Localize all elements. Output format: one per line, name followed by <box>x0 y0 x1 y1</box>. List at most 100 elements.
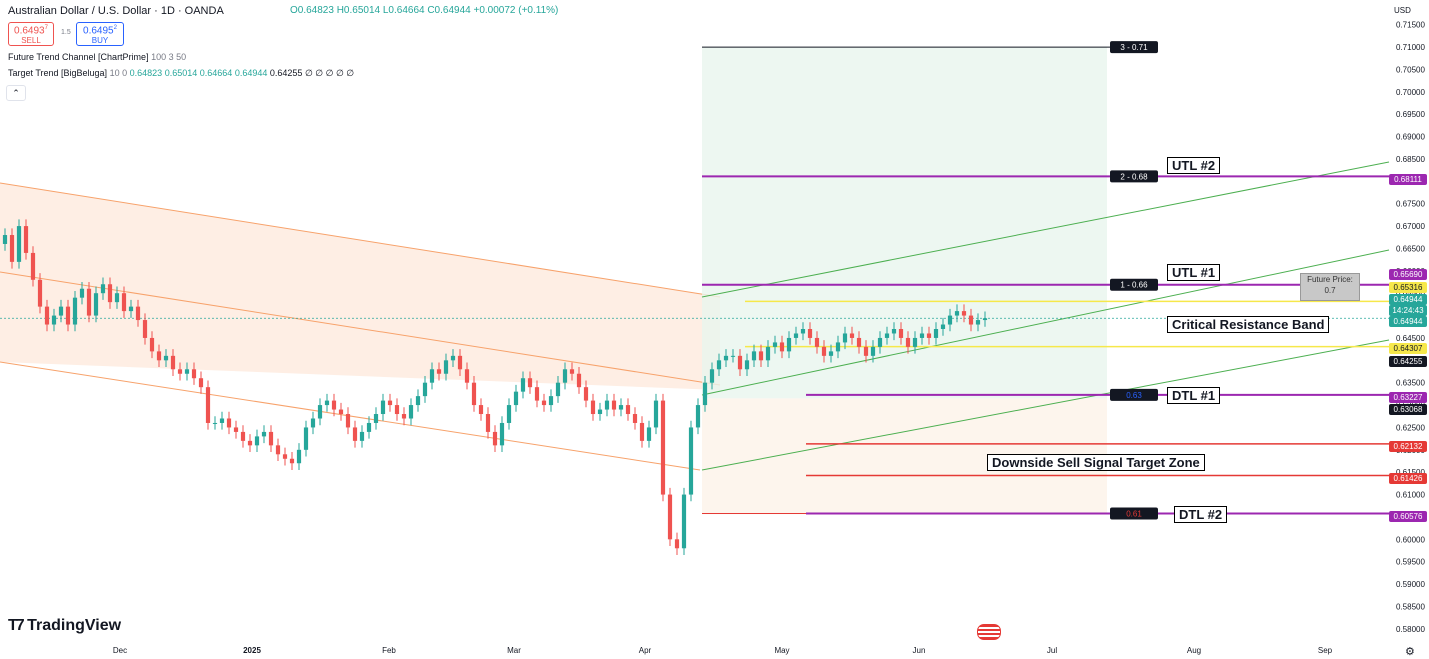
price-tag-bg <box>1389 316 1427 327</box>
x-tick-label: 2025 <box>243 646 261 655</box>
candle-body <box>744 360 750 370</box>
candle-body <box>289 458 295 464</box>
candle-body <box>149 337 155 352</box>
candle-body <box>534 387 540 401</box>
y-tick-label: 0.59000 <box>1396 580 1425 589</box>
brand-text: TradingView <box>27 617 122 634</box>
candle-body <box>751 351 757 361</box>
candle-body <box>142 320 148 338</box>
price-tag: 0.60576 <box>1394 512 1423 521</box>
candle-body <box>541 400 547 406</box>
candle-body <box>380 400 386 415</box>
dtl1-label: DTL #1 <box>1167 387 1221 404</box>
candle-body <box>667 494 673 540</box>
target-1-pill-bg <box>1110 278 1158 291</box>
x-tick-label: Apr <box>639 646 652 655</box>
y-tick-label: 0.68500 <box>1396 155 1425 164</box>
candle-body <box>555 382 561 397</box>
candle-body <box>926 333 932 338</box>
chevron-up-icon: ⌃ <box>12 88 20 98</box>
y-tick-label: 0.67000 <box>1396 222 1425 231</box>
price-tag: 14:24:43 <box>1392 306 1424 315</box>
candle-body <box>58 306 64 316</box>
price-tag: 0.64255 <box>1394 357 1423 366</box>
candle-body <box>716 360 722 370</box>
candle-body <box>961 311 967 316</box>
up-channel-mid <box>701 249 1390 396</box>
candles-layer <box>2 219 988 555</box>
dtl2-label: DTL #2 <box>1174 506 1228 523</box>
candle-body <box>499 422 505 446</box>
candle-body <box>730 355 736 357</box>
buy-price: 0.6495 <box>83 25 114 37</box>
candle-body <box>835 342 841 352</box>
candle-body <box>842 333 848 343</box>
candle-body <box>324 400 330 406</box>
candle-body <box>737 355 743 370</box>
candle-body <box>16 226 22 262</box>
x-tick-label: May <box>774 646 789 655</box>
target-3-pill-bg <box>1110 41 1158 54</box>
candle-body <box>604 400 610 410</box>
candle-body <box>177 369 183 374</box>
candle-body <box>37 279 43 307</box>
candle-body <box>93 293 99 316</box>
price-labels: 0.68111 0.65690 0.65316 0.64944 14:24:43 0.64… <box>1389 174 1427 522</box>
candle-body <box>408 405 414 419</box>
collapse-button[interactable]: ⌃ <box>6 85 26 101</box>
indicator-1[interactable]: Future Trend Channel [ChartPrime] 100 3 … <box>8 52 186 62</box>
candle-body <box>338 409 344 415</box>
candle-body <box>184 369 190 374</box>
candle-body <box>807 329 813 338</box>
candle-body <box>471 382 477 406</box>
indicator-2-v6: ∅ ∅ ∅ ∅ ∅ <box>304 68 355 78</box>
candle-body <box>254 436 260 446</box>
candle-body <box>709 369 715 383</box>
candle-body <box>65 306 71 325</box>
candle-body <box>107 284 113 303</box>
candle-body <box>212 422 218 424</box>
indicator-2-v5: 0.64255 <box>269 68 303 78</box>
candle-body <box>870 346 876 356</box>
candle-body <box>618 405 624 410</box>
candle-body <box>758 351 764 361</box>
flag-us-icon[interactable] <box>977 624 1001 640</box>
candle-body <box>912 337 918 347</box>
price-tag-bg <box>1389 305 1427 316</box>
candle-body <box>478 405 484 415</box>
candle-body <box>268 431 274 446</box>
indicator-2-params: 10 0 <box>109 68 128 78</box>
y-tick-label: 0.65500 <box>1396 289 1425 298</box>
buy-button[interactable]: 0.64952 BUY <box>76 22 124 46</box>
candle-body <box>373 414 379 423</box>
candle-body <box>821 346 827 356</box>
buy-sup: 2 <box>113 25 117 31</box>
candle-body <box>366 422 372 432</box>
candle-body <box>387 400 393 406</box>
candle-body <box>793 333 799 338</box>
candle-body <box>849 333 855 338</box>
candle-body <box>688 427 694 495</box>
currency-label[interactable]: USD <box>1394 6 1411 15</box>
price-tag: 0.64307 <box>1394 344 1423 353</box>
y-tick-label: 0.58000 <box>1396 625 1425 634</box>
candle-body <box>933 329 939 338</box>
critical-resistance-label: Critical Resistance Band <box>1167 316 1330 333</box>
candle-body <box>520 378 526 392</box>
price-tag: 0.65690 <box>1394 270 1423 279</box>
sell-sup: 7 <box>44 25 48 31</box>
sell-button[interactable]: 0.64937 SELL <box>8 22 54 46</box>
price-tag: 0.62132 <box>1394 442 1423 451</box>
indicator-2-v4: 0.64944 <box>234 68 268 78</box>
target-2-pill: 2 - 0.68 <box>1120 172 1148 181</box>
candle-body <box>583 387 589 401</box>
target-3-pill: 3 - 0.71 <box>1120 43 1148 52</box>
candle-body <box>296 449 302 464</box>
indicator-2[interactable]: Target Trend [BigBeluga] 10 0 0.64823 0.… <box>8 68 354 79</box>
settings-gear-icon[interactable]: ⚙ <box>1405 646 1415 658</box>
price-tag-bg <box>1389 294 1427 305</box>
candle-body <box>198 378 204 388</box>
y-tick-label: 0.66500 <box>1396 244 1425 253</box>
candle-body <box>898 329 904 338</box>
